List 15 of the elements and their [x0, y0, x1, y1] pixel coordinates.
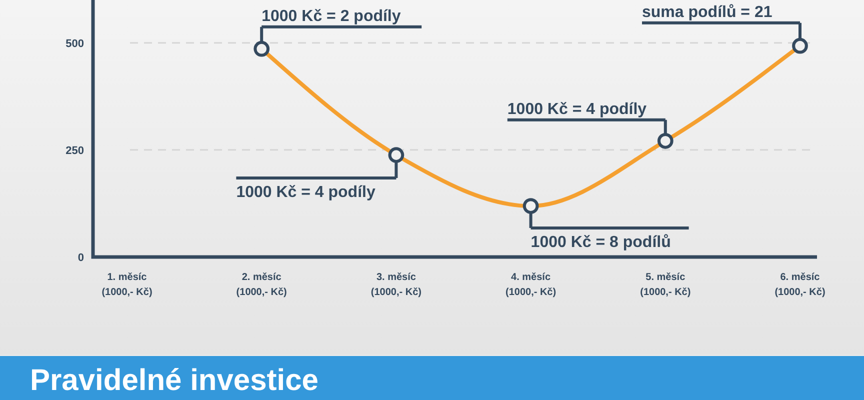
annotation: suma podílů = 21	[642, 4, 772, 21]
x-tick-label: 3. měsíc (1000,- Kč)	[370, 272, 422, 298]
y-tick-label: 250	[66, 144, 84, 157]
x-tick-label: 1. měsíc (1000,- Kč)	[102, 272, 152, 298]
x-tick-label: 4. měsíc (1000,- Kč)	[506, 272, 556, 298]
annotation: 1000 Kč = 8 podílů	[530, 234, 671, 252]
annotation: 1000 Kč = 4 podíly	[236, 184, 376, 202]
y-tick-label: 500	[66, 38, 84, 50]
x-tick-label: 6. měsíc (1000,- Kč)	[774, 272, 826, 298]
text: Pravidelné investice	[30, 364, 318, 397]
x-tick-label: 5. měsíc (1000,- Kč)	[640, 272, 691, 298]
x-tick-label: 2. měsíc (1000,- Kč)	[236, 272, 287, 298]
y-tick-label: 0	[78, 252, 84, 264]
annotation: 1000 Kč = 2 podíly	[262, 8, 401, 25]
annotation: 1000 Kč = 4 podíly	[507, 100, 647, 118]
